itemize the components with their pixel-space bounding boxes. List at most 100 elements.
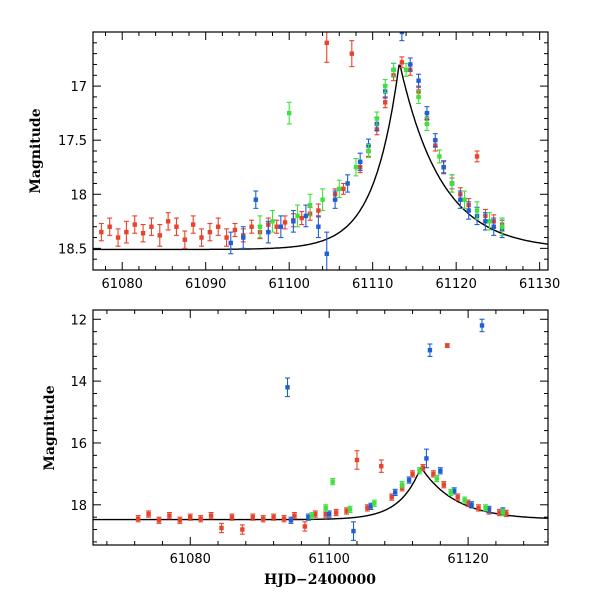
bottom-green-point <box>371 499 377 507</box>
top-red-point <box>399 56 405 69</box>
top-blue-point <box>324 231 330 270</box>
top-red-point <box>282 215 288 230</box>
bottom-red-point <box>441 481 447 489</box>
top-y-tick-label: 17 <box>70 80 87 95</box>
top-x-tick-label: 61100 <box>269 277 310 292</box>
bottom-red-point <box>389 493 395 501</box>
top-x-tick-label: 61080 <box>102 277 143 292</box>
top-blue-point <box>315 215 321 239</box>
top-red-point <box>132 215 138 234</box>
bottom-blue-point <box>423 448 429 469</box>
bottom-blue-point <box>326 510 332 518</box>
top-x-tick-label: 61120 <box>435 277 476 292</box>
bottom-x-tick-label: 61100 <box>309 552 350 567</box>
top-green-point <box>474 201 480 220</box>
top-green-point <box>353 158 359 177</box>
bottom-axes-frame <box>92 309 549 546</box>
top-blue-point <box>253 190 259 209</box>
top-red-point <box>207 222 213 242</box>
top-green-point <box>416 89 422 104</box>
bottom-red-point <box>187 513 193 521</box>
top-red-point <box>340 182 346 195</box>
bottom-red-point <box>476 504 482 512</box>
bottom-x-tick-label: 61120 <box>447 552 488 567</box>
top-blue-point <box>290 209 296 233</box>
top-green-point <box>336 179 342 199</box>
top-y-axis-title: Magnitude <box>28 108 44 193</box>
top-blue-point <box>466 201 472 220</box>
bottom-green-point <box>309 511 315 520</box>
bottom-red-point <box>250 513 256 521</box>
top-blue-point <box>240 226 246 249</box>
top-green-point <box>462 190 468 209</box>
bottom-red-point <box>455 493 461 501</box>
bottom-blue-point <box>479 318 485 333</box>
bottom-y-tick-label: 14 <box>70 375 87 390</box>
bottom-red-point <box>135 515 141 523</box>
bottom-red-point <box>166 511 172 520</box>
top-red-point <box>123 220 129 244</box>
top-green-point <box>374 111 380 126</box>
top-blue-point <box>332 190 338 209</box>
top-red-point <box>115 228 121 247</box>
bottom-red-point <box>198 515 204 523</box>
bottom-blue-point <box>285 377 291 398</box>
bottom-blue-point <box>427 343 433 357</box>
bottom-green-point <box>462 496 468 504</box>
bottom-red-point <box>302 521 308 532</box>
top-green-point <box>257 215 263 239</box>
top-green-point <box>499 217 505 236</box>
top-red-point <box>107 217 113 236</box>
bottom-y-tick-label: 12 <box>70 313 87 328</box>
bottom-green-point <box>323 504 329 512</box>
bottom-panel: 61080 61100 61120 12 14 16 18 Magnitude HJD−24… <box>42 309 549 588</box>
bottom-blue-point <box>392 488 398 497</box>
top-red-point <box>215 217 221 236</box>
top-y-tick-label: 18.5 <box>58 242 87 257</box>
top-axis-ticks: 61080 61090 61100 61110 61120 61130 17 17.5 18 18… <box>58 31 560 292</box>
top-green-point <box>436 149 442 164</box>
bottom-green-point <box>347 505 353 514</box>
top-blue-point <box>357 152 363 172</box>
bottom-red-point <box>229 513 235 521</box>
top-x-tick-label: 61130 <box>519 277 560 292</box>
bottom-y-tick-label: 18 <box>70 499 87 514</box>
top-green-point <box>320 188 326 212</box>
top-red-point <box>173 217 179 236</box>
top-green-point <box>449 174 455 193</box>
top-green-point <box>403 62 409 77</box>
bottom-red-point <box>260 515 266 523</box>
top-red-point <box>148 217 154 236</box>
top-blue-point <box>345 174 351 193</box>
top-blue-point <box>303 204 309 228</box>
top-blue-point <box>457 190 463 209</box>
top-blue-point <box>228 231 234 255</box>
top-red-point <box>182 230 188 249</box>
top-plot-area <box>93 32 548 270</box>
top-red-point <box>232 222 238 238</box>
top-red-point <box>140 224 146 243</box>
top-y-tick-label: 18 <box>70 188 87 203</box>
bottom-green-point <box>500 508 506 517</box>
bottom-red-point <box>291 511 297 520</box>
bottom-red-point <box>271 513 277 521</box>
top-red-point <box>224 228 230 247</box>
top-red-point <box>190 215 196 234</box>
bottom-blue-point <box>437 467 443 475</box>
bottom-red-point <box>208 511 214 520</box>
bottom-blue-point <box>469 501 475 509</box>
bottom-blue-point <box>288 516 294 524</box>
bottom-red-point <box>156 516 162 524</box>
top-blue-point <box>399 32 405 42</box>
top-green-point <box>307 193 313 217</box>
top-red-point <box>349 40 355 68</box>
top-green-point <box>487 212 493 231</box>
top-green-point <box>295 204 301 228</box>
bottom-red-point <box>444 343 450 348</box>
bottom-blue-point <box>406 476 412 484</box>
bottom-y-tick-label: 16 <box>70 437 87 452</box>
top-red-point <box>157 224 163 247</box>
bottom-green-point <box>434 474 440 483</box>
bottom-green-point <box>330 477 336 486</box>
